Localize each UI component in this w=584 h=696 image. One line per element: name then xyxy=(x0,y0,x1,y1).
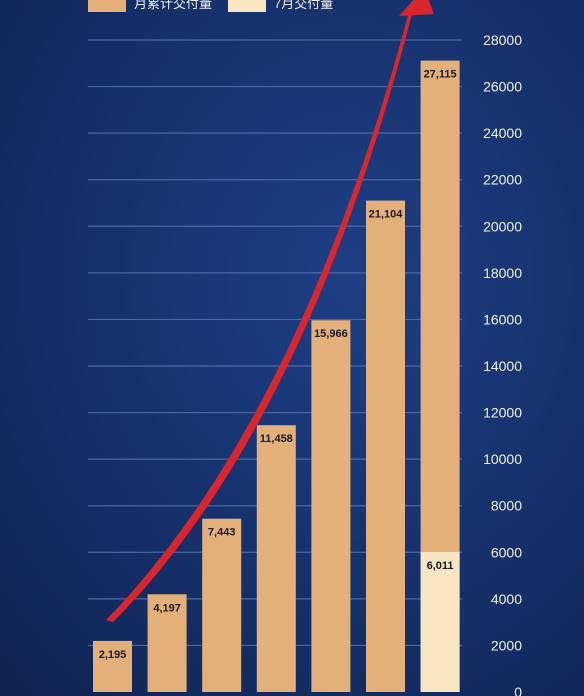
y-tick-label: 0 xyxy=(514,684,522,696)
legend-swatch-july xyxy=(228,0,266,12)
data-label-cumulative: 4,197 xyxy=(153,602,181,614)
data-label-cumulative: 15,966 xyxy=(314,328,348,340)
y-tick-label: 6000 xyxy=(491,544,522,560)
data-label-july: 6,011 xyxy=(427,560,454,572)
data-label-cumulative: 11,458 xyxy=(260,433,293,445)
bar-cumulative xyxy=(202,518,242,692)
bar-cumulative xyxy=(256,425,296,692)
bars: 2,195 4,197 7,443 11,458 15,966 21,104 27,115 6… xyxy=(93,60,460,693)
y-tick-label: 16000 xyxy=(483,311,522,327)
y-tick-label: 12000 xyxy=(483,405,522,421)
bar-cumulative xyxy=(147,594,187,692)
y-tick-label: 8000 xyxy=(491,498,522,514)
data-label-cumulative: 21,104 xyxy=(369,209,404,221)
y-tick-label: 10000 xyxy=(483,451,522,467)
legend-label-july: 7月交付量 xyxy=(274,0,333,11)
bar-cumulative xyxy=(311,320,351,692)
trend-arrow xyxy=(106,0,434,622)
data-label-cumulative: 2,195 xyxy=(99,649,127,661)
data-label-cumulative: 7,443 xyxy=(208,527,236,539)
data-label-cumulative: 27,115 xyxy=(424,69,457,81)
y-tick-label: 22000 xyxy=(483,172,522,188)
y-tick-label: 24000 xyxy=(483,125,522,141)
y-axis-ticks: 0 2000 4000 6000 8000 10000 12000 14000 16000 180… xyxy=(483,32,522,696)
legend-swatch-cumulative xyxy=(88,0,126,12)
y-tick-label: 14000 xyxy=(483,358,522,374)
bar-cumulative xyxy=(93,640,132,692)
y-tick-label: 26000 xyxy=(483,79,522,95)
y-tick-label: 28000 xyxy=(483,32,522,48)
legend-label-cumulative: 月累计交付量 xyxy=(134,0,212,11)
y-tick-label: 4000 xyxy=(491,591,522,607)
y-tick-label: 18000 xyxy=(483,265,522,281)
y-tick-label: 20000 xyxy=(483,218,522,234)
y-tick-label: 2000 xyxy=(491,637,522,653)
bar-cumulative xyxy=(366,200,405,692)
trend-arrow-head xyxy=(399,0,434,16)
bar-july xyxy=(420,552,460,692)
legend: 月累计交付量 7月交付量 xyxy=(88,0,333,12)
